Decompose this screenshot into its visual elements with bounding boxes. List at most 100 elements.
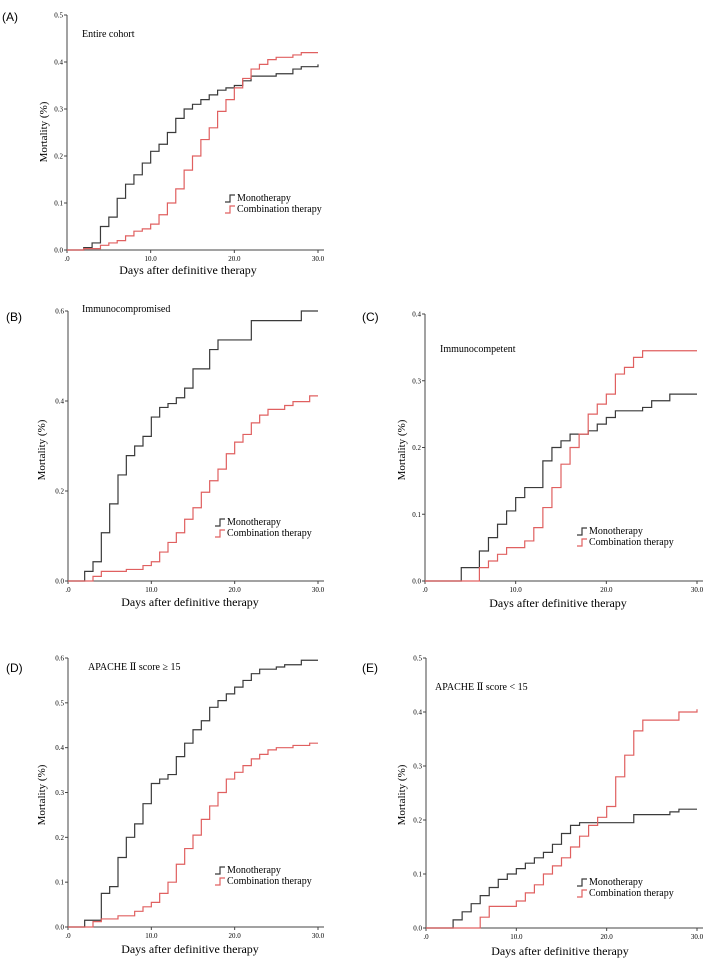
legend-monotherapy-icon bbox=[215, 518, 225, 527]
x-tick-label: .0 bbox=[423, 933, 429, 941]
combination-curve bbox=[426, 709, 698, 929]
x-tick-label: 30.0 bbox=[691, 933, 704, 941]
y-tick-label: 0.6 bbox=[55, 308, 64, 316]
x-tick-label: 30.0 bbox=[691, 586, 704, 594]
y-tick-label: 0.2 bbox=[413, 817, 422, 825]
panel-letter: (B) bbox=[6, 310, 22, 324]
panel-letter: (D) bbox=[6, 661, 23, 675]
y-tick-label: 0.0 bbox=[412, 578, 421, 586]
y-tick-label: 0.6 bbox=[55, 655, 64, 663]
y-tick-label: 0.4 bbox=[54, 59, 63, 67]
combination-curve bbox=[68, 742, 318, 928]
x-axis-label: Days after definitive therapy bbox=[491, 944, 629, 958]
y-axis-label: Mortality (%) bbox=[396, 764, 408, 825]
chart-subtitle: Immunocompromised bbox=[82, 304, 170, 315]
legend-monotherapy-icon bbox=[577, 878, 587, 887]
y-tick-label: 0.3 bbox=[412, 377, 421, 385]
legend-combination-icon bbox=[577, 889, 587, 898]
y-tick-label: 0.5 bbox=[413, 655, 422, 663]
y-tick-label: 0.4 bbox=[55, 744, 64, 752]
y-tick-label: 0.0 bbox=[413, 925, 422, 933]
panel-b: (B) Immunocompromised Mortality (%) Days… bbox=[0, 300, 360, 610]
y-axis-label: Mortality (%) bbox=[36, 764, 48, 825]
x-axis-label: Days after definitive therapy bbox=[121, 595, 259, 609]
panel-letter: (E) bbox=[362, 661, 378, 675]
x-tick-label: 20.0 bbox=[601, 933, 614, 941]
panel-a: (A) Entire cohort Mortality (%) Days aft… bbox=[0, 0, 360, 290]
y-tick-label: 0.5 bbox=[54, 12, 63, 20]
y-tick-label: 0.0 bbox=[55, 924, 64, 932]
chart-c: Immunocompetent Mortality (%) Days after… bbox=[396, 311, 704, 611]
x-tick-label: 30.0 bbox=[312, 586, 325, 594]
x-tick-label: 20.0 bbox=[229, 586, 242, 594]
legend-combination-icon bbox=[577, 538, 587, 547]
y-tick-label: 0.0 bbox=[54, 247, 63, 255]
legend-monotherapy-icon bbox=[225, 194, 235, 203]
x-tick-label: .0 bbox=[65, 586, 71, 594]
legend-monotherapy-label: Monotherapy bbox=[589, 526, 643, 537]
y-axis-label: Mortality (%) bbox=[396, 419, 408, 480]
chart-subtitle: APACHE Ⅱ score ≥ 15 bbox=[88, 662, 180, 673]
x-tick-label: 30.0 bbox=[312, 255, 325, 263]
y-tick-label: 0.2 bbox=[55, 834, 64, 842]
x-tick-label: 10.0 bbox=[510, 586, 523, 594]
y-tick-label: 0.2 bbox=[412, 444, 421, 452]
chart-b: Immunocompromised Mortality (%) Days aft… bbox=[36, 304, 325, 609]
legend-monotherapy-icon bbox=[577, 527, 587, 536]
x-axis-label: Days after definitive therapy bbox=[119, 263, 257, 277]
x-tick-label: .0 bbox=[64, 255, 70, 263]
monotherapy-curve bbox=[68, 310, 318, 582]
x-tick-label: 20.0 bbox=[229, 932, 242, 940]
legend-monotherapy-label: Monotherapy bbox=[227, 865, 281, 876]
legend-combination-label: Combination therapy bbox=[227, 528, 312, 539]
panel-e: (E) APACHE Ⅱ score < 15 Mortality (%) Da… bbox=[355, 650, 711, 961]
x-tick-label: 20.0 bbox=[228, 255, 241, 263]
legend-combination-icon bbox=[215, 529, 225, 538]
legend-combination-icon bbox=[225, 205, 235, 214]
x-tick-label: 20.0 bbox=[600, 586, 613, 594]
chart-a: Entire cohort Mortality (%) Days after d… bbox=[38, 12, 325, 278]
x-axis-label: Days after definitive therapy bbox=[489, 596, 627, 610]
x-tick-label: .0 bbox=[422, 586, 428, 594]
legend-combination-label: Combination therapy bbox=[589, 888, 674, 899]
x-tick-label: 30.0 bbox=[312, 932, 325, 940]
combination-curve bbox=[425, 350, 697, 582]
chart-d: APACHE Ⅱ score ≥ 15 Mortality (%) Days a… bbox=[36, 655, 325, 957]
legend-monotherapy-label: Monotherapy bbox=[227, 517, 281, 528]
monotherapy-curve bbox=[426, 808, 697, 929]
y-tick-label: 0.2 bbox=[54, 153, 63, 161]
combination-curve bbox=[67, 52, 318, 251]
y-axis-label: Mortality (%) bbox=[36, 419, 48, 480]
y-tick-label: 0.1 bbox=[412, 511, 421, 519]
y-tick-label: 0.4 bbox=[412, 311, 421, 319]
y-axis-label: Mortality (%) bbox=[38, 101, 50, 162]
legend-combination-icon bbox=[215, 877, 225, 886]
y-tick-label: 0.1 bbox=[55, 879, 64, 887]
monotherapy-curve bbox=[425, 393, 697, 582]
y-tick-label: 0.1 bbox=[413, 871, 422, 879]
combination-curve bbox=[68, 395, 318, 582]
panel-d: (D) APACHE Ⅱ score ≥ 15 Mortality (%) Da… bbox=[0, 650, 360, 961]
y-tick-label: 0.4 bbox=[413, 709, 422, 717]
legend-monotherapy-icon bbox=[215, 866, 225, 875]
legend-combination-label: Combination therapy bbox=[237, 204, 322, 215]
legend-monotherapy-label: Monotherapy bbox=[237, 193, 291, 204]
y-tick-label: 0.1 bbox=[54, 200, 63, 208]
y-tick-label: 0.0 bbox=[55, 578, 64, 586]
x-tick-label: 10.0 bbox=[145, 586, 158, 594]
panel-letter: (A) bbox=[2, 10, 18, 24]
x-tick-label: 10.0 bbox=[145, 255, 158, 263]
monotherapy-curve bbox=[68, 659, 318, 928]
chart-subtitle: Entire cohort bbox=[82, 29, 135, 40]
y-tick-label: 0.3 bbox=[55, 789, 64, 797]
chart-subtitle: Immunocompetent bbox=[440, 344, 516, 355]
y-tick-label: 0.5 bbox=[55, 699, 64, 707]
legend-monotherapy-label: Monotherapy bbox=[589, 877, 643, 888]
y-tick-label: 0.4 bbox=[55, 398, 64, 406]
chart-e: APACHE Ⅱ score < 15 Mortality (%) Days a… bbox=[396, 655, 704, 959]
y-tick-label: 0.2 bbox=[55, 488, 64, 496]
legend-combination-label: Combination therapy bbox=[227, 876, 312, 887]
legend-combination-label: Combination therapy bbox=[589, 537, 674, 548]
x-tick-label: 10.0 bbox=[510, 933, 523, 941]
y-tick-label: 0.3 bbox=[54, 106, 63, 114]
